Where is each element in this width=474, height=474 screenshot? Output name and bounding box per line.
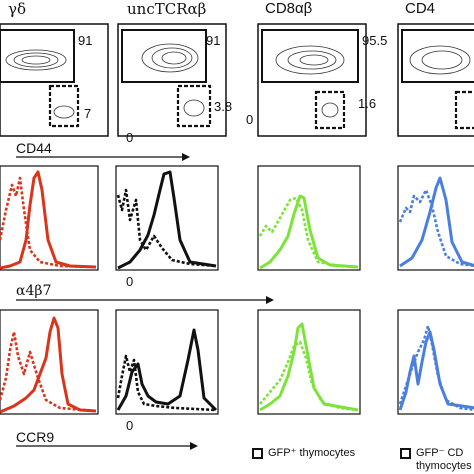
hist-curve-ccr9-cd8-solid (259, 322, 359, 412)
hist-box-ccr9-gd (0, 309, 99, 415)
hist-box-cd44-cd4 (397, 165, 474, 271)
gate-hi-unc: 91 (206, 33, 221, 48)
hist-curve-cd44-cd4-solid (399, 176, 474, 268)
hist-curve-ccr9-gd-solid (0, 316, 97, 414)
contour-panel-cd8 (257, 23, 367, 137)
header-cd8ab: CD8αβ (265, 0, 313, 17)
contour-panel-unc (117, 23, 227, 137)
legend-dashed-label-1: GFP⁻ CD (416, 447, 464, 459)
hist-box-cd44-gd (0, 165, 99, 271)
hist-curve-ccr9-unc-dashed (116, 354, 217, 412)
contour-panel-gd (0, 23, 109, 137)
legend-dashed-swatch (400, 448, 411, 459)
ccr9-axis-zero: 0 (126, 418, 134, 433)
hist-box-ccr9-cd4 (397, 309, 474, 415)
axis-label-ccr9: CCR9 (16, 429, 55, 445)
hist-curve-ccr9-cd4-dashed (398, 324, 474, 412)
axis-label-a4b7: α4β7 (16, 283, 52, 299)
row1-y-zero: 0 (246, 112, 254, 127)
hist-box-cd44-cd8 (257, 165, 361, 271)
a4b7-axis-zero: 0 (126, 274, 134, 289)
gate-hi-gd: 91 (78, 33, 93, 48)
legend-dashed-label-2: thymocytes (416, 460, 472, 472)
hist-curve-cd44-gd-solid (0, 170, 97, 270)
legend-solid-swatch (252, 448, 263, 459)
contour-panel-cd4 (397, 23, 474, 137)
header-unc-tcr: uncTCRαβ (127, 0, 207, 18)
row1-x-zero: 0 (126, 130, 134, 145)
gate-lo-cd8: 1.6 (358, 96, 377, 111)
header-cd4: CD4 (405, 0, 436, 17)
axis-label-cd44: CD44 (16, 140, 52, 156)
hist-curve-ccr9-gd-dashed (0, 330, 97, 413)
hist-curve-cd44-unc-dashed (116, 188, 217, 268)
hist-box-cd44-unc (115, 165, 219, 271)
hist-box-ccr9-unc (115, 309, 219, 415)
hist-curve-ccr9-unc-solid (116, 328, 218, 412)
legend-solid-label: GFP⁺ thymocytes (268, 447, 356, 459)
gate-lo-unc: 3.8 (214, 99, 233, 114)
hist-curve-ccr9-cd4-solid (398, 330, 474, 411)
hist-curve-cd44-cd4-dashed (398, 188, 474, 268)
ccr9-arrowhead-icon (190, 442, 198, 450)
hist-curve-cd44-gd-dashed (0, 176, 97, 269)
gate-lo-gd: 7 (84, 106, 92, 121)
gate-hi-cd8: 95.5 (362, 33, 388, 48)
hist-box-ccr9-cd8 (257, 309, 361, 415)
cd44-arrowhead-icon (182, 153, 190, 161)
a4b7-arrowhead-icon (266, 296, 274, 304)
hist-curve-ccr9-cd8-dashed (259, 340, 359, 412)
hist-curve-cd44-unc-solid (117, 170, 217, 270)
hist-curve-cd44-cd8-solid (259, 194, 359, 270)
header-gamma-delta: γδ (8, 0, 26, 18)
hist-curve-cd44-cd8-dashed (258, 196, 359, 269)
